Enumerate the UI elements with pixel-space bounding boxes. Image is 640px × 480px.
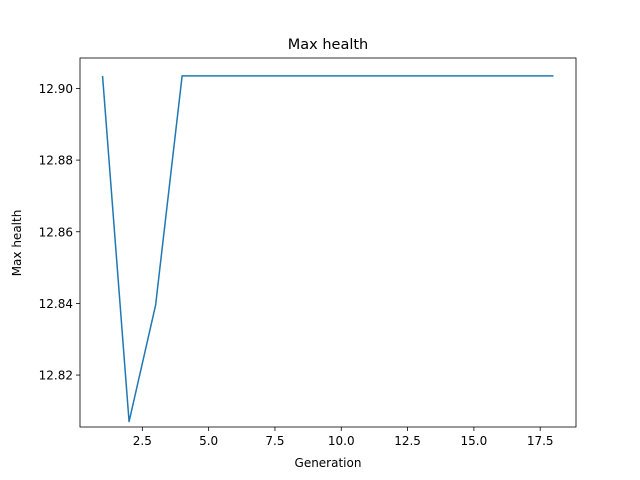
y-axis-label: Max health (10, 210, 24, 277)
x-tick-label: 10.0 (328, 434, 355, 448)
x-tick-label: 2.5 (133, 434, 152, 448)
y-tick-label: 12.82 (39, 369, 73, 383)
chart-title: Max health (288, 37, 369, 53)
x-tick-label: 7.5 (265, 434, 284, 448)
x-tick-label: 15.0 (461, 434, 488, 448)
axes-frame (79, 57, 577, 428)
x-tick-label: 5.0 (199, 434, 218, 448)
y-tick-label: 12.88 (39, 154, 73, 168)
x-tick-label: 17.5 (527, 434, 554, 448)
plot-area: 2.5 5.0 7.5 10.0 12.5 15.0 17.5 12.82 12.84 12.86… (39, 57, 577, 448)
x-axis-label: Generation (295, 456, 362, 470)
x-tick-label: 12.5 (394, 434, 421, 448)
y-tick-label: 12.86 (39, 225, 73, 239)
series-line-0 (101, 75, 554, 423)
y-tick-label: 12.90 (39, 82, 73, 96)
y-tick-label: 12.84 (39, 297, 73, 311)
